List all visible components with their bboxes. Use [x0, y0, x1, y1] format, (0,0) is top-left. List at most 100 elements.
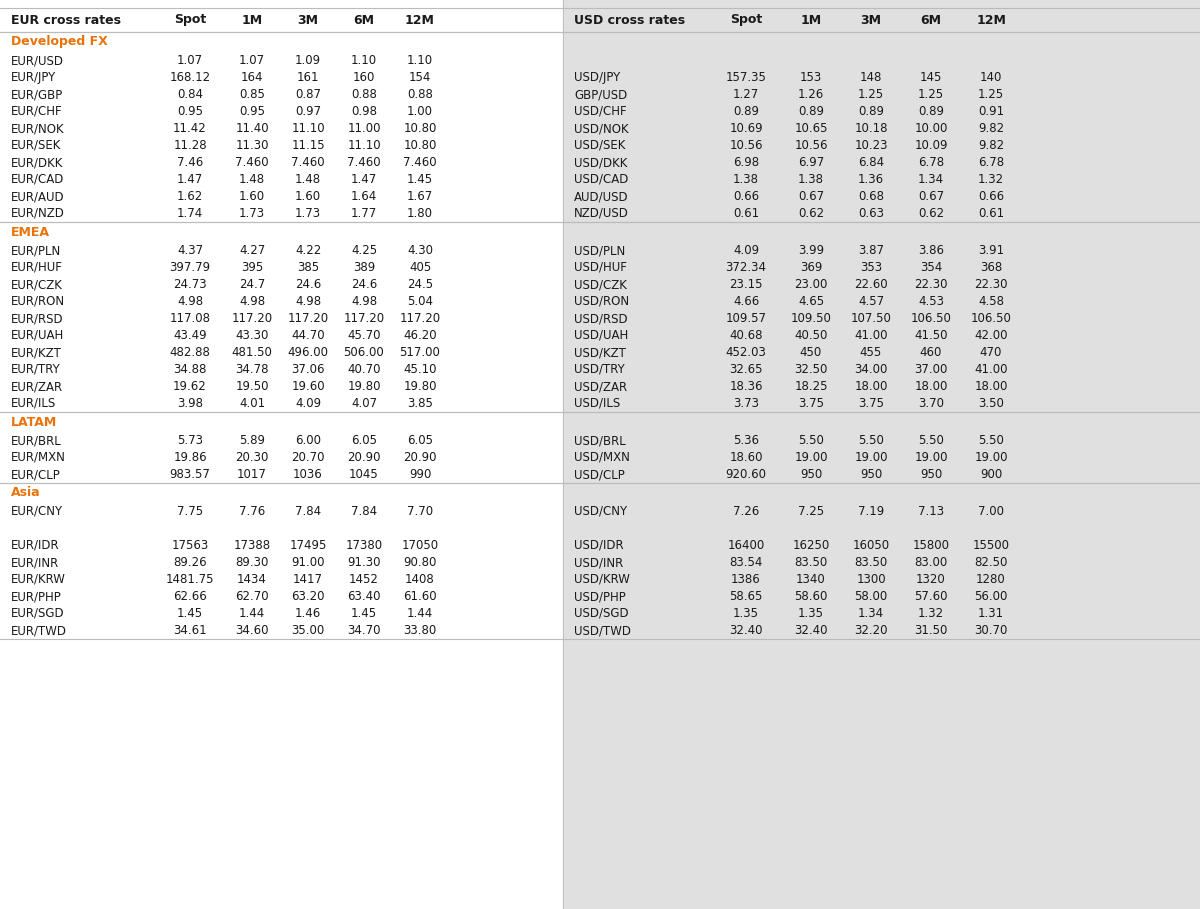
Text: 4.58: 4.58 — [978, 295, 1004, 308]
Text: 1.34: 1.34 — [858, 607, 884, 620]
Text: EUR/UAH: EUR/UAH — [11, 329, 65, 342]
Text: 1.62: 1.62 — [176, 190, 203, 203]
Text: 24.7: 24.7 — [239, 278, 265, 291]
Text: 83.54: 83.54 — [730, 556, 763, 569]
Text: 10.65: 10.65 — [794, 122, 828, 135]
Text: 1.10: 1.10 — [350, 54, 377, 67]
Bar — [563, 0, 1200, 909]
Text: EUR/USD: EUR/USD — [11, 54, 64, 67]
Text: 31.50: 31.50 — [914, 624, 948, 637]
Text: 6.84: 6.84 — [858, 156, 884, 169]
Text: 34.61: 34.61 — [173, 624, 206, 637]
Text: 0.85: 0.85 — [239, 88, 265, 101]
Text: 1.27: 1.27 — [733, 88, 760, 101]
Text: 117.20: 117.20 — [288, 312, 329, 325]
Text: EUR/JPY: EUR/JPY — [11, 71, 56, 84]
Text: 3.50: 3.50 — [978, 397, 1004, 410]
Text: 1.10: 1.10 — [407, 54, 433, 67]
Text: 5.50: 5.50 — [798, 434, 824, 447]
Text: 89.26: 89.26 — [173, 556, 206, 569]
Text: 15800: 15800 — [912, 539, 949, 552]
Text: 32.40: 32.40 — [730, 624, 763, 637]
Text: 7.46: 7.46 — [176, 156, 203, 169]
Text: 3M: 3M — [298, 14, 318, 26]
Text: 154: 154 — [409, 71, 431, 84]
Text: 24.73: 24.73 — [173, 278, 206, 291]
Text: 1M: 1M — [241, 14, 263, 26]
Text: 41.50: 41.50 — [914, 329, 948, 342]
Text: 6.05: 6.05 — [407, 434, 433, 447]
Text: 34.00: 34.00 — [854, 363, 888, 376]
Text: 4.25: 4.25 — [350, 244, 377, 257]
Text: 5.50: 5.50 — [978, 434, 1004, 447]
Text: 7.26: 7.26 — [733, 505, 760, 518]
Text: 1M: 1M — [800, 14, 822, 26]
Text: 19.00: 19.00 — [914, 451, 948, 464]
Text: 45.10: 45.10 — [403, 363, 437, 376]
Text: 3.70: 3.70 — [918, 397, 944, 410]
Text: EUR/AUD: EUR/AUD — [11, 190, 65, 203]
Text: 1434: 1434 — [238, 573, 266, 586]
Text: 17380: 17380 — [346, 539, 383, 552]
Text: 4.27: 4.27 — [239, 244, 265, 257]
Text: 9.82: 9.82 — [978, 122, 1004, 135]
Text: 24.5: 24.5 — [407, 278, 433, 291]
Text: 0.89: 0.89 — [918, 105, 944, 118]
Text: 153: 153 — [800, 71, 822, 84]
Text: EUR/PLN: EUR/PLN — [11, 244, 61, 257]
Text: 19.50: 19.50 — [235, 380, 269, 393]
Text: 11.10: 11.10 — [292, 122, 325, 135]
Text: USD/TWD: USD/TWD — [574, 624, 631, 637]
Text: 91.00: 91.00 — [292, 556, 325, 569]
Text: 4.01: 4.01 — [239, 397, 265, 410]
Text: 22.60: 22.60 — [854, 278, 888, 291]
Text: 82.50: 82.50 — [974, 556, 1008, 569]
Text: 1408: 1408 — [406, 573, 434, 586]
Text: 148: 148 — [860, 71, 882, 84]
Text: 0.63: 0.63 — [858, 207, 884, 220]
Text: 368: 368 — [980, 261, 1002, 274]
Text: 4.98: 4.98 — [239, 295, 265, 308]
Text: 1.77: 1.77 — [350, 207, 377, 220]
Text: 0.95: 0.95 — [178, 105, 203, 118]
Text: 117.20: 117.20 — [232, 312, 272, 325]
Text: 1.34: 1.34 — [918, 173, 944, 186]
Text: 1.74: 1.74 — [176, 207, 203, 220]
Text: 4.09: 4.09 — [295, 397, 322, 410]
Text: 22.30: 22.30 — [974, 278, 1008, 291]
Text: 950: 950 — [860, 468, 882, 481]
Text: 117.08: 117.08 — [169, 312, 210, 325]
Text: EUR/KZT: EUR/KZT — [11, 346, 62, 359]
Text: 19.80: 19.80 — [347, 380, 380, 393]
Text: 34.70: 34.70 — [347, 624, 380, 637]
Text: 1.25: 1.25 — [978, 88, 1004, 101]
Text: 117.20: 117.20 — [400, 312, 440, 325]
Text: USD/SGD: USD/SGD — [574, 607, 629, 620]
Text: EUR/TWD: EUR/TWD — [11, 624, 67, 637]
Text: 109.50: 109.50 — [791, 312, 832, 325]
Text: 18.00: 18.00 — [974, 380, 1008, 393]
Text: 37.06: 37.06 — [292, 363, 325, 376]
Text: 6.00: 6.00 — [295, 434, 322, 447]
Text: 11.30: 11.30 — [235, 139, 269, 152]
Text: 18.00: 18.00 — [914, 380, 948, 393]
Text: USD/INR: USD/INR — [574, 556, 623, 569]
Text: 37.00: 37.00 — [914, 363, 948, 376]
Text: 17388: 17388 — [234, 539, 270, 552]
Text: 385: 385 — [296, 261, 319, 274]
Text: EUR/DKK: EUR/DKK — [11, 156, 64, 169]
Text: 450: 450 — [800, 346, 822, 359]
Text: 57.60: 57.60 — [914, 590, 948, 603]
Text: 0.62: 0.62 — [798, 207, 824, 220]
Text: 7.13: 7.13 — [918, 505, 944, 518]
Text: USD/CNY: USD/CNY — [574, 505, 628, 518]
Text: 140: 140 — [980, 71, 1002, 84]
Text: 1.38: 1.38 — [733, 173, 760, 186]
Text: 455: 455 — [860, 346, 882, 359]
Text: 1386: 1386 — [731, 573, 761, 586]
Text: 106.50: 106.50 — [971, 312, 1012, 325]
Text: Developed FX: Developed FX — [11, 35, 108, 48]
Text: 7.70: 7.70 — [407, 505, 433, 518]
Text: 109.57: 109.57 — [726, 312, 767, 325]
Text: 61.60: 61.60 — [403, 590, 437, 603]
